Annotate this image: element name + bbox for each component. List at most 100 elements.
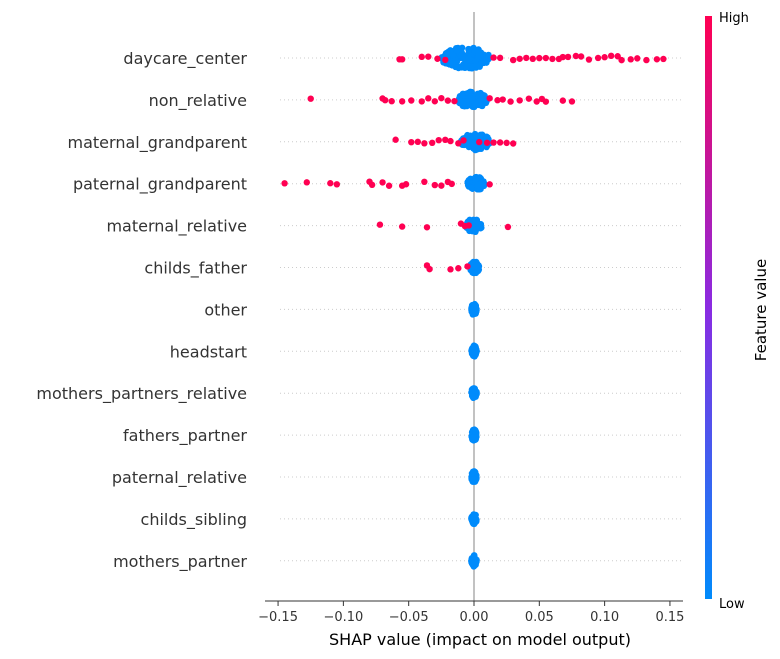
x-tick-label: 0.10 <box>590 610 619 625</box>
high-value-point <box>660 55 667 63</box>
high-value-point <box>634 55 641 62</box>
high-value-point <box>392 136 399 143</box>
high-value-point <box>307 95 314 102</box>
low-value-point <box>483 134 490 141</box>
low-value-point <box>468 307 476 314</box>
low-value-point <box>473 264 481 271</box>
low-value-point <box>474 181 482 189</box>
low-value-point <box>469 97 476 105</box>
high-value-point <box>388 98 395 105</box>
high-value-point <box>486 181 493 188</box>
high-value-point <box>451 97 458 105</box>
high-value-point <box>455 265 462 272</box>
feature-label: childs_father <box>144 259 247 279</box>
low-value-point <box>470 468 477 476</box>
high-value-point <box>438 182 445 189</box>
high-value-point <box>442 56 449 64</box>
high-value-point <box>490 54 497 61</box>
high-value-point <box>499 96 506 103</box>
feature-row-maternal_grandparent: maternal_grandparent <box>68 130 683 154</box>
low-value-point <box>473 517 480 525</box>
high-value-point <box>418 53 425 61</box>
high-value-point <box>408 97 415 104</box>
high-value-point <box>421 140 428 147</box>
high-value-point <box>585 56 593 63</box>
colorbar-high-label: High <box>719 11 749 26</box>
low-value-point <box>480 182 488 189</box>
high-value-point <box>431 181 439 189</box>
feature-label: paternal_relative <box>112 468 247 488</box>
high-value-point <box>542 54 550 62</box>
high-value-point <box>398 98 406 105</box>
x-tick-label: 0.15 <box>655 610 684 625</box>
high-value-point <box>607 52 615 60</box>
feature-label: other <box>204 300 247 319</box>
high-value-point <box>281 180 288 187</box>
high-value-point <box>594 54 602 62</box>
high-value-point <box>483 139 491 146</box>
low-value-point <box>464 178 471 186</box>
low-value-point <box>468 184 475 192</box>
high-value-point <box>486 95 493 102</box>
high-value-point <box>376 221 384 228</box>
high-value-point <box>379 179 386 186</box>
high-value-point <box>496 54 504 62</box>
low-value-point <box>470 559 477 567</box>
high-value-point <box>429 139 436 146</box>
high-value-point <box>529 55 536 63</box>
high-value-point <box>507 98 514 105</box>
x-tick-label: −0.10 <box>323 610 363 625</box>
high-value-point <box>564 53 572 61</box>
high-value-point <box>447 266 454 273</box>
high-value-point <box>627 56 634 63</box>
high-value-point <box>435 137 442 144</box>
low-value-point <box>465 46 473 53</box>
high-value-point <box>398 223 406 230</box>
low-value-point <box>463 63 470 70</box>
high-value-point <box>423 224 431 231</box>
x-axis-label: SHAP value (impact on model output) <box>329 630 631 649</box>
high-value-point <box>618 56 625 64</box>
low-value-point <box>472 350 479 357</box>
high-value-point <box>614 53 621 60</box>
high-value-point <box>523 54 530 62</box>
low-value-point <box>447 47 454 54</box>
high-value-point <box>448 180 455 188</box>
high-value-point <box>381 96 389 104</box>
low-value-point <box>472 428 479 435</box>
low-value-point <box>475 53 483 60</box>
high-value-point <box>434 55 441 62</box>
x-tick-label: −0.15 <box>258 610 298 625</box>
feature-label: non_relative <box>149 91 247 111</box>
high-value-point <box>542 98 550 105</box>
low-value-point <box>470 437 477 444</box>
low-value-point <box>453 47 460 54</box>
high-value-point <box>476 138 483 146</box>
high-value-point <box>418 98 425 105</box>
feature-row-non_relative: non_relative <box>149 88 683 111</box>
colorbar: High Low Feature value <box>705 11 770 612</box>
high-value-point <box>425 53 432 60</box>
high-value-point <box>568 98 576 105</box>
high-value-point <box>549 55 556 63</box>
feature-row-headstart: headstart <box>170 342 683 361</box>
high-value-point <box>455 140 462 147</box>
high-value-point <box>643 56 650 64</box>
high-value-point <box>414 138 422 146</box>
high-value-point <box>425 95 432 102</box>
high-value-point <box>503 139 510 147</box>
high-value-point <box>509 140 517 147</box>
feature-label: daycare_center <box>123 49 247 69</box>
high-value-point <box>559 53 567 61</box>
low-value-point <box>471 140 478 147</box>
low-value-point <box>477 131 484 139</box>
low-value-point <box>477 95 484 103</box>
high-value-point <box>447 137 454 145</box>
feature-row-childs_sibling: childs_sibling <box>141 510 683 530</box>
high-value-point <box>442 136 449 144</box>
high-value-point <box>653 56 661 63</box>
high-value-point <box>572 52 580 60</box>
x-tick-label: 0.00 <box>460 610 489 625</box>
low-value-point <box>478 60 485 67</box>
feature-label: mothers_partners_relative <box>36 384 247 404</box>
